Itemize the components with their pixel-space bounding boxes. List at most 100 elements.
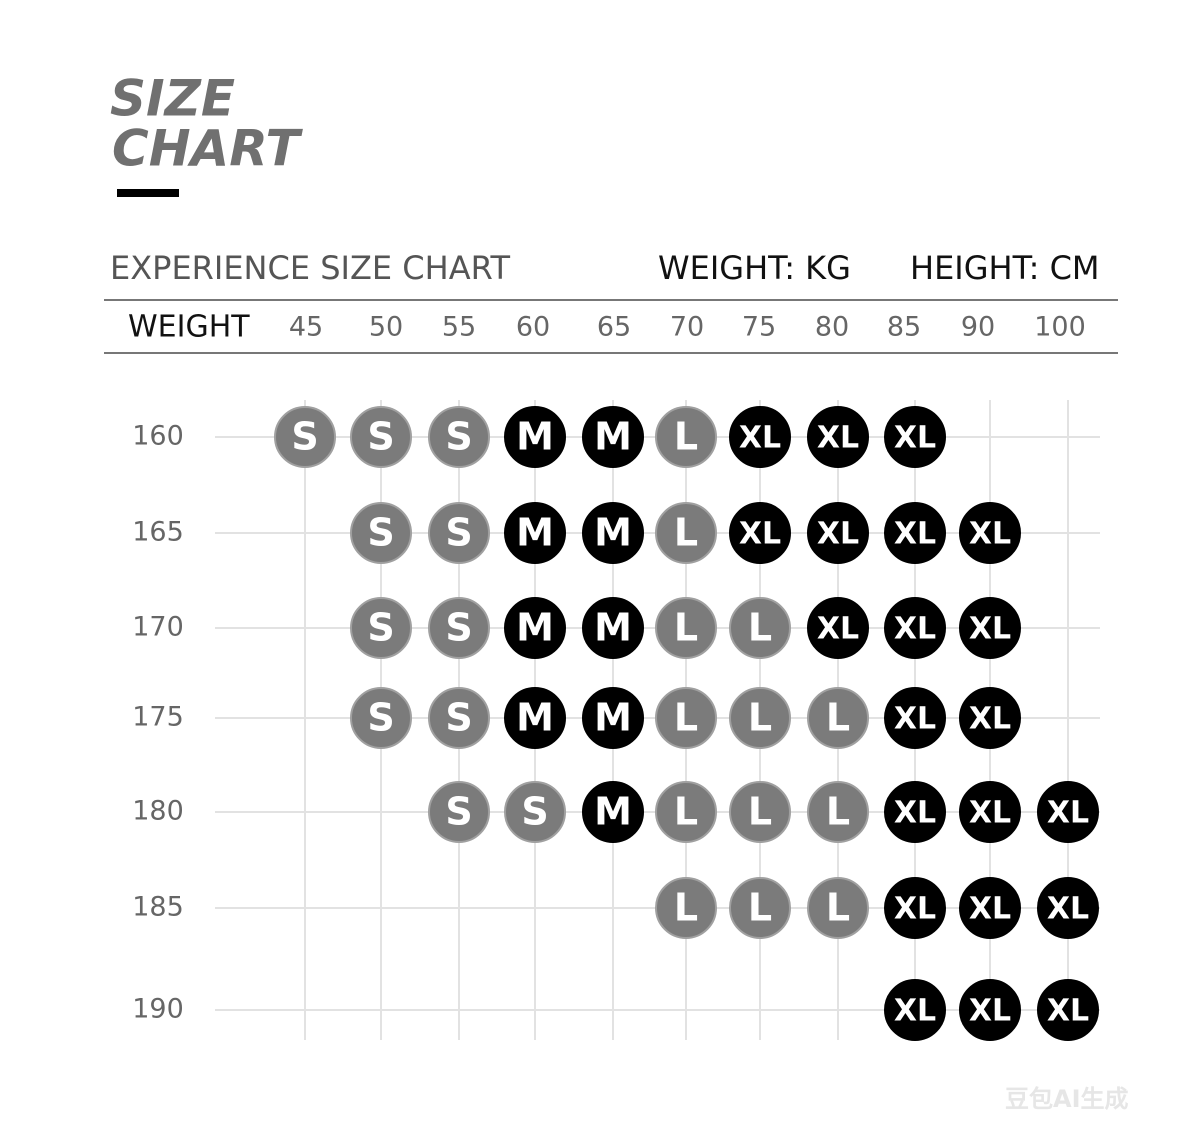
size-badge (582, 406, 644, 468)
size-label: M (516, 415, 554, 459)
size-label: XL (817, 612, 859, 647)
weight-value: 45 (289, 312, 323, 343)
size-badge (428, 781, 490, 843)
title-line: CHART (112, 120, 303, 178)
size-label: XL (1047, 796, 1089, 831)
size-label: L (674, 606, 698, 650)
size-badge (959, 979, 1021, 1041)
size-label: L (826, 790, 850, 834)
size-badge (350, 597, 412, 659)
height-value: 180 (132, 796, 184, 827)
size-badge (655, 877, 717, 939)
size-label: L (826, 886, 850, 930)
size-badge (428, 502, 490, 564)
size-badge (729, 687, 791, 749)
size-badge (729, 781, 791, 843)
size-label: XL (1047, 994, 1089, 1029)
size-label: XL (739, 517, 781, 552)
watermark: 豆包AI生成 (1005, 1085, 1129, 1113)
size-label: XL (969, 994, 1011, 1029)
weight-value: 90 (961, 312, 995, 343)
size-badge (807, 597, 869, 659)
size-badge (729, 406, 791, 468)
size-badge (959, 877, 1021, 939)
size-badge (655, 406, 717, 468)
size-badge (807, 406, 869, 468)
weight-value: 60 (516, 312, 550, 343)
weight-value: 55 (442, 312, 476, 343)
size-label: M (594, 511, 632, 555)
height-value: 160 (132, 421, 184, 452)
size-label: S (367, 415, 394, 459)
size-label: M (594, 696, 632, 740)
size-badge (959, 597, 1021, 659)
size-label: XL (1047, 892, 1089, 927)
height-value: 190 (132, 994, 184, 1025)
size-label: L (748, 886, 772, 930)
size-label: S (445, 415, 472, 459)
size-badge (807, 781, 869, 843)
size-badge (428, 406, 490, 468)
size-label: XL (894, 517, 936, 552)
size-label: XL (969, 517, 1011, 552)
size-label: L (674, 790, 698, 834)
size-label: XL (894, 892, 936, 927)
size-label: XL (894, 796, 936, 831)
size-badge (655, 781, 717, 843)
size-label: XL (894, 994, 936, 1029)
size-badge (807, 502, 869, 564)
size-badge (884, 406, 946, 468)
size-badge (655, 687, 717, 749)
size-label: XL (969, 702, 1011, 737)
unit: HEIGHT: CM (910, 249, 1100, 287)
size-label: S (367, 606, 394, 650)
size-label: S (445, 696, 472, 740)
size-badge (274, 406, 336, 468)
height-value: 175 (132, 702, 184, 733)
size-badge (884, 979, 946, 1041)
size-label: L (674, 415, 698, 459)
size-badge (1037, 877, 1099, 939)
size-badge (582, 687, 644, 749)
size-badge (959, 687, 1021, 749)
size-label: M (516, 696, 554, 740)
size-badge (350, 406, 412, 468)
size-label: S (445, 511, 472, 555)
size-badge (582, 597, 644, 659)
size-label: L (674, 886, 698, 930)
size-badge (884, 877, 946, 939)
size-label: S (291, 415, 318, 459)
size-badge (582, 502, 644, 564)
size-badge (504, 406, 566, 468)
size-label: L (748, 790, 772, 834)
size-label: M (594, 415, 632, 459)
size-label: L (748, 606, 772, 650)
size-badge (504, 502, 566, 564)
size-label: L (674, 696, 698, 740)
size-badge (428, 687, 490, 749)
size-badge (807, 687, 869, 749)
size-badge (350, 687, 412, 749)
weight-value: 80 (815, 312, 849, 343)
size-badge (959, 781, 1021, 843)
title-line: SIZE (110, 70, 235, 128)
weight-value: 65 (597, 312, 631, 343)
weight-value: 75 (742, 312, 776, 343)
height-value: 185 (132, 892, 184, 923)
size-badge (1037, 781, 1099, 843)
size-label: XL (894, 702, 936, 737)
weight-value: 50 (369, 312, 403, 343)
size-label: M (516, 606, 554, 650)
title-underline (117, 189, 179, 197)
size-label: S (521, 790, 548, 834)
size-badge (504, 781, 566, 843)
size-label: M (594, 606, 632, 650)
height-value: 170 (132, 612, 184, 643)
size-label: XL (969, 796, 1011, 831)
size-label: L (748, 696, 772, 740)
size-label: XL (969, 612, 1011, 647)
size-label: XL (894, 421, 936, 456)
size-badge (655, 502, 717, 564)
size-label: S (445, 606, 472, 650)
size-label: XL (969, 892, 1011, 927)
